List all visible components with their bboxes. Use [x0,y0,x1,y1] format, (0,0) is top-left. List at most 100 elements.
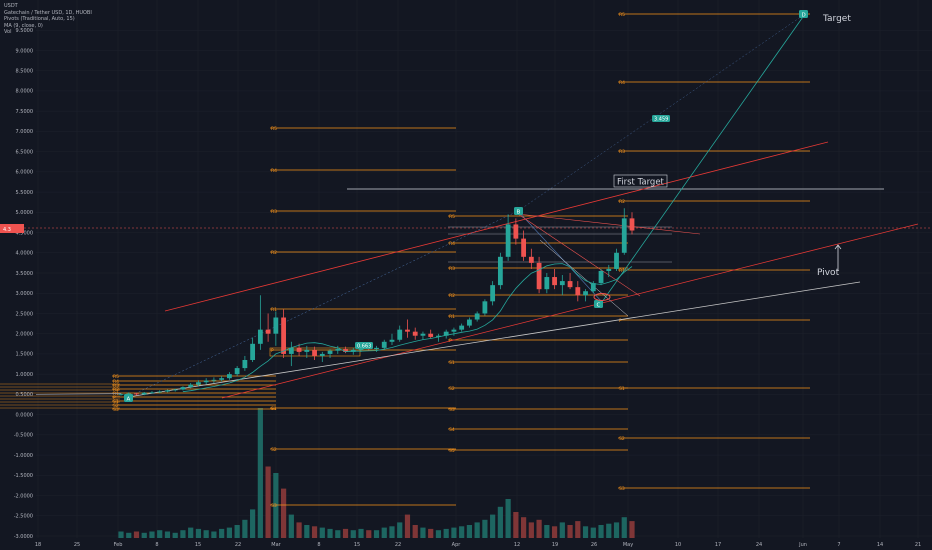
pivot-label: R3 [113,383,119,389]
volume-bar [412,525,418,538]
y-tick-label: 3.0000 [16,291,34,297]
candle-body [374,347,379,350]
candle-body [536,262,542,290]
pivot-label: R4 [619,80,625,86]
volume-bar [327,528,333,538]
candle-body [598,270,604,284]
volume-bar [389,526,395,538]
candle-body [180,387,186,390]
volume-bar [296,522,302,538]
candle-body [118,393,124,395]
pivot-label: R2 [449,293,455,299]
candle-body [474,313,480,320]
cd-line [601,13,806,303]
volume-bar [180,530,186,538]
pivot-label: S2 [113,403,119,409]
y-tick-label: 7.5000 [16,109,34,115]
candle-body [436,335,441,337]
candle-body [397,329,403,340]
x-tick-label: May [623,542,633,548]
early-price-line [35,393,122,395]
pivot-label: R1 [271,307,277,313]
volume-bar [280,488,287,538]
point-d-label: D [802,13,806,19]
volume-bar [521,517,527,538]
resistance-line [517,213,701,235]
point-a-badge [124,394,133,402]
y-tick-label: 9.5000 [16,28,34,34]
chart-header: USDT Gatechain / Tether USD, 1D, HUOBI P… [4,3,92,36]
volume-bar [536,519,542,538]
y-tick-label: -2.5000 [14,514,33,520]
candle-body [157,391,163,393]
volume-bars [118,408,635,538]
pivot-label: S3 [271,503,277,509]
highlight-ellipse [593,293,611,301]
pivot-label: S1 [449,360,455,366]
point-c-badge [594,300,603,308]
pivot-label: S5 [449,448,455,454]
volume-bar [551,526,558,538]
x-tick-label: 15 [354,542,360,548]
indicator-pivots[interactable]: Pivots (Traditional, Auto, 15) [4,16,75,22]
point-d-badge [799,10,808,18]
first-target-box [613,174,668,188]
x-tick-label: 10 [675,542,681,548]
candle-body [583,291,588,296]
pivot-label: R3 [449,266,455,272]
volume-bar [420,527,426,538]
current-price-tag[interactable] [0,224,24,233]
pivot-label: R5 [113,374,119,380]
candle-body [165,390,170,392]
volume-bar [335,530,341,538]
pivot-arrow-icon [834,244,842,271]
candle-body [226,374,232,379]
lower-channel-line [221,223,919,399]
candle-body [234,368,240,375]
x-tick-label: 8 [155,542,158,548]
volume-bar [188,527,194,538]
volume-bar [219,528,225,538]
point-b-label: B [517,210,521,216]
candle-body [126,393,132,395]
volume-bar [459,526,465,538]
volume-bar [133,531,140,538]
candle-body [312,349,317,356]
pivot-label: S1 [271,406,277,412]
candle-body [428,333,434,337]
volume-bar [149,531,155,538]
y-tick-label: 8.0000 [16,89,34,95]
pivot-label: S3 [619,486,625,492]
y-tick-label: 4.0000 [16,251,34,257]
time-axis[interactable]: 18 25 Feb 8 15 22 Mar 8 15 22 Apr 12 19 26 May 10 17 24 Ju… [35,542,921,548]
volume-bar [226,527,232,538]
candle-body [420,333,426,336]
x-tick-label: 15 [195,542,201,548]
volume-bar [273,473,279,538]
pivot-label: R2 [271,250,277,256]
first-target-annotation: First Target [617,178,665,188]
candle-body [629,218,635,231]
pivot-label: P [271,348,274,354]
pivot-label: P [619,318,622,324]
candle-body [327,350,333,354]
x-tick-label: 14 [877,542,883,548]
chart-title[interactable]: Gatechain / Tether USD, 1D, HUOBI [4,9,92,16]
volume-bar [304,525,310,538]
candle-body [513,224,519,239]
volume-bar [490,514,496,538]
indicator-vol[interactable]: Vol [4,29,12,35]
volume-bar [497,506,503,538]
candle-body [575,287,581,296]
indicator-ma[interactable]: MA (9, close, 0) [4,22,43,29]
volume-bar [397,522,403,538]
x-tick-label: 17 [715,542,721,548]
y-tick-label: -1.0000 [14,453,33,459]
pivot-label: S2 [271,447,277,453]
volume-bar [311,526,318,538]
candle-body [505,224,511,257]
candle-body [412,331,418,336]
price-axis[interactable]: 9.5000 9.0000 8.5000 8.0000 7.5000 7.0000 6.50… [14,28,33,540]
candle-body [606,268,612,271]
